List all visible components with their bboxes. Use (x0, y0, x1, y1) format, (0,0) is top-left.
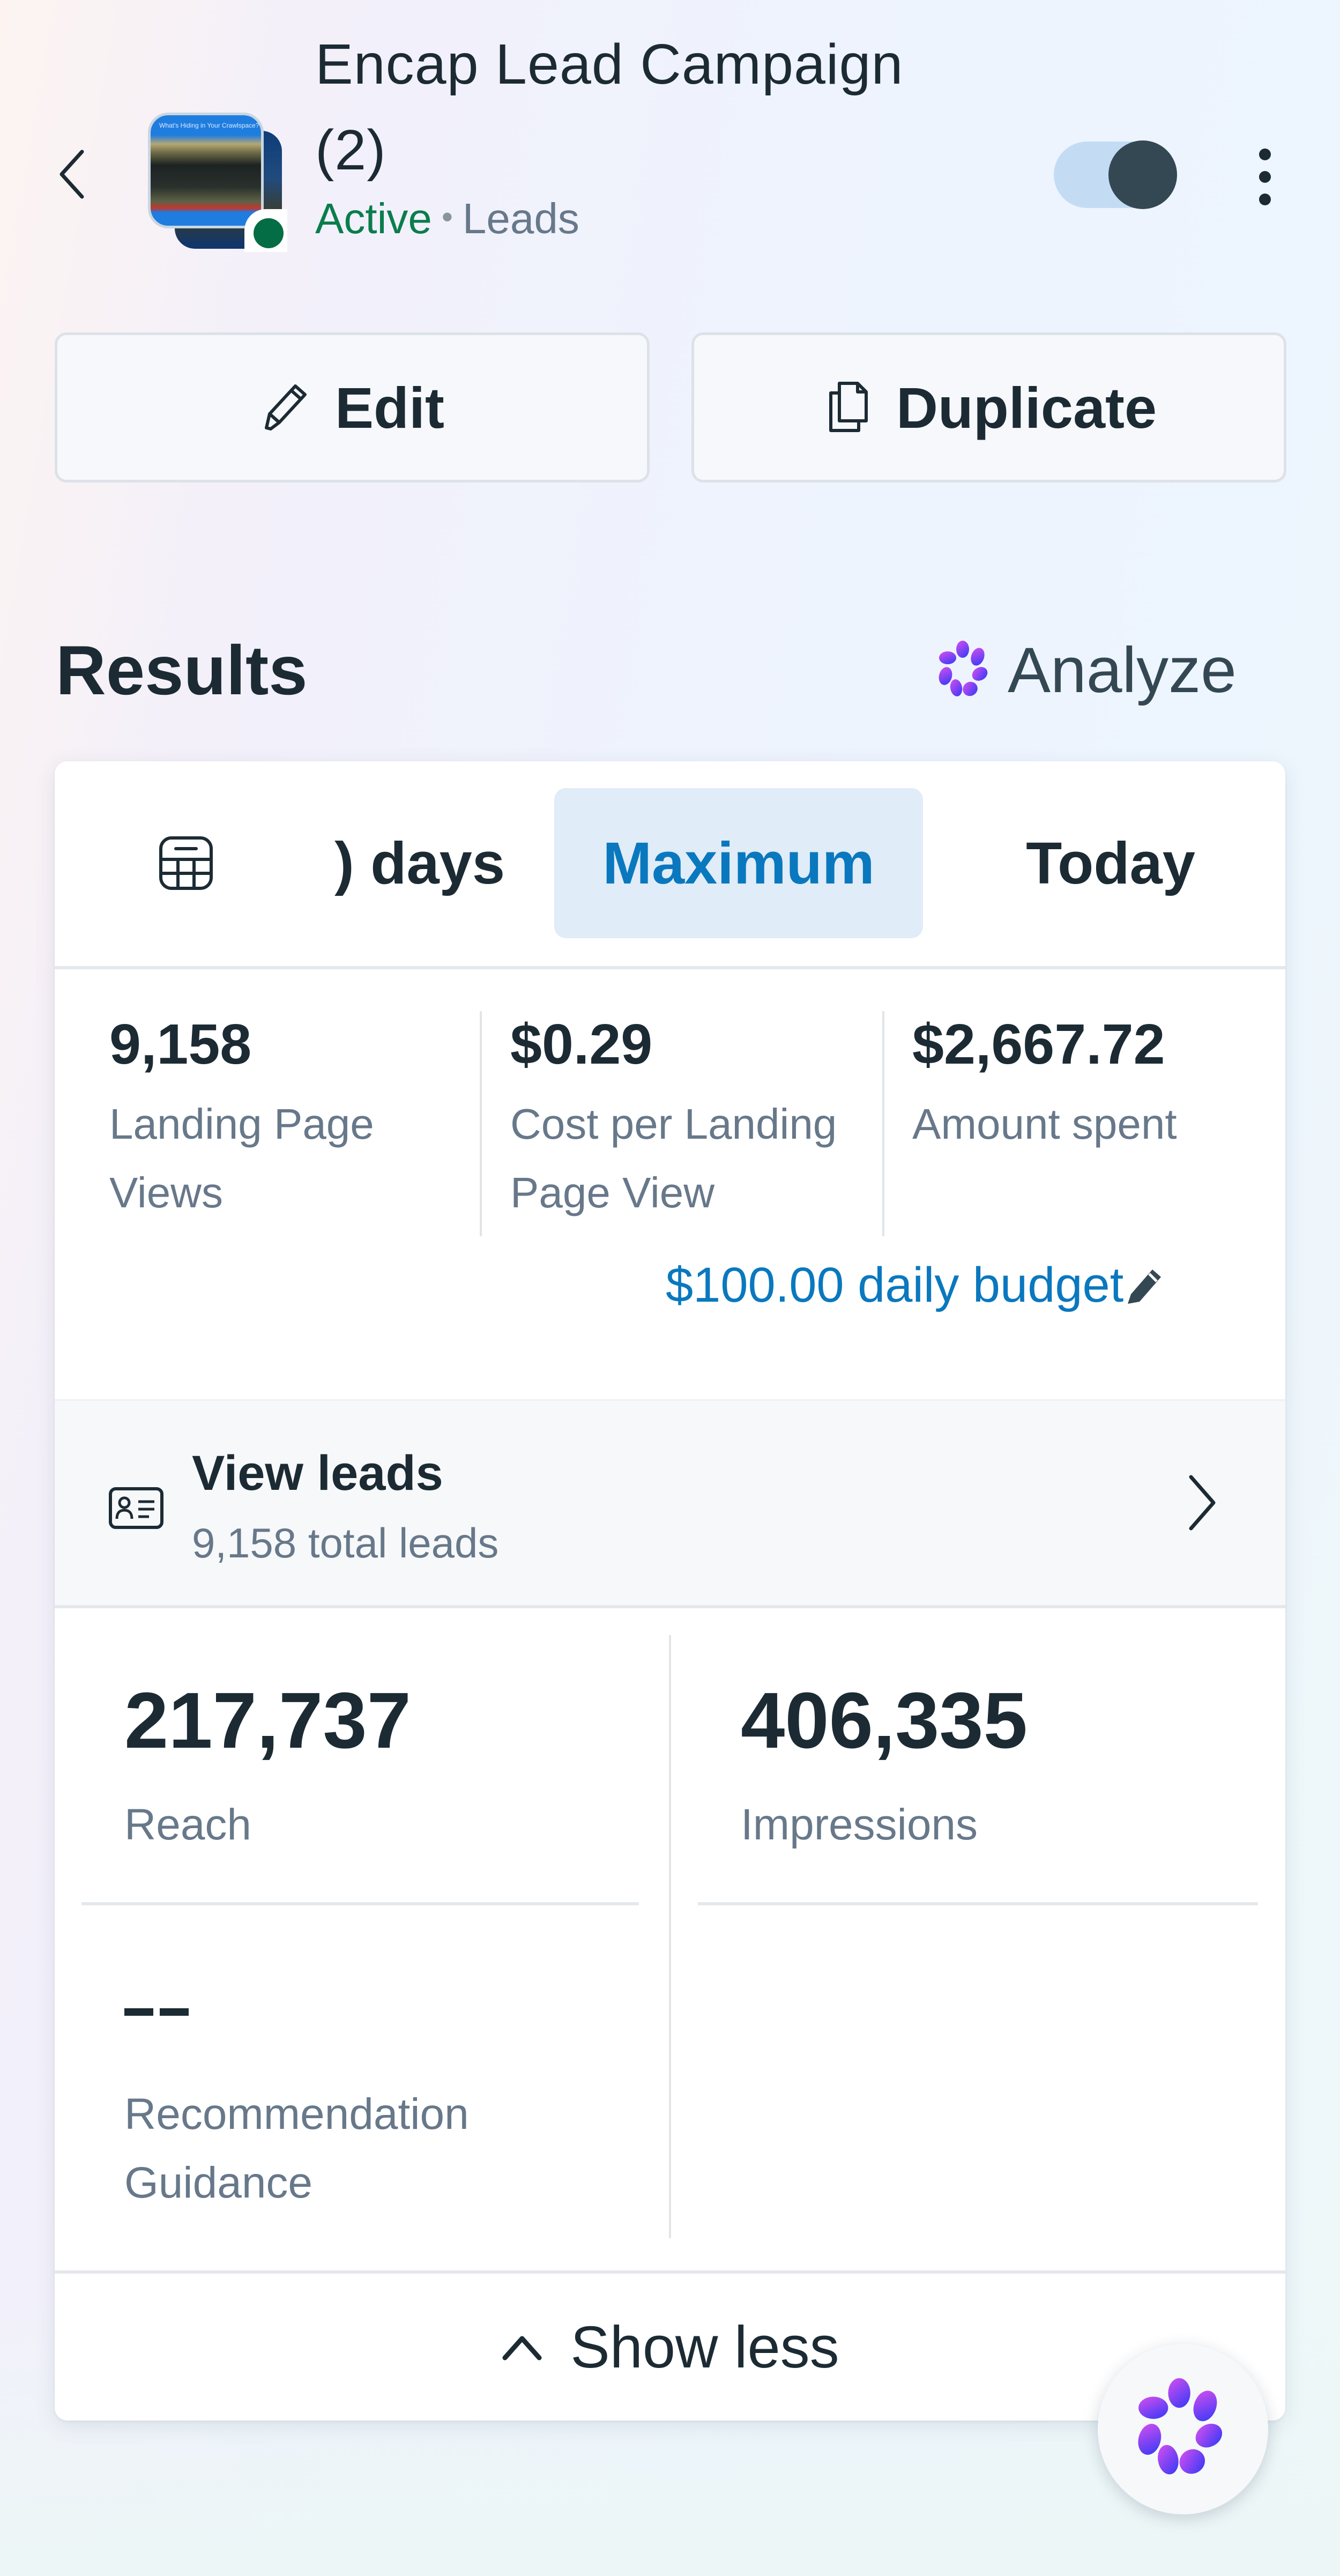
chevron-left-icon (59, 150, 84, 199)
contact-card-icon (109, 1487, 163, 1529)
status-indicator (244, 209, 287, 252)
thumbnail-caption: What's Hiding in Your Crawlspace? (159, 122, 259, 129)
ai-assistant-button[interactable] (1098, 2344, 1268, 2514)
summary-stats: 9,158 Landing Page Views $0.29 Cost per … (55, 969, 1285, 1236)
metric-label: Impressions (741, 1800, 978, 1849)
metric-label: Recommendation Guidance (124, 2090, 469, 2207)
duplicate-label: Duplicate (896, 375, 1157, 440)
metric-impressions: 406,335 Impressions (741, 1673, 1028, 1859)
results-heading: Results (56, 631, 308, 709)
separator-dot: • (441, 199, 453, 235)
analyze-label: Analyze (1008, 634, 1237, 706)
analyze-button[interactable]: Analyze (938, 627, 1237, 713)
calendar-icon (159, 836, 213, 890)
campaign-title: Encap Lead Campaign (2) (315, 33, 904, 182)
divider (669, 1635, 671, 2238)
metric-recommendation-guidance: Recommendation Guidance (124, 1941, 532, 2217)
campaign-active-toggle[interactable] (1054, 140, 1177, 210)
campaign-thumbnail: What's Hiding in Your Crawlspace? (148, 113, 287, 252)
view-leads-title: View leads (192, 1446, 443, 1501)
daily-budget-link[interactable]: $100.00 daily budget (666, 1257, 1166, 1313)
campaign-header: What's Hiding in Your Crawlspace? Encap … (0, 0, 1340, 279)
metric-reach: 217,737 Reach (124, 1673, 411, 1859)
ai-sparkle-icon (1138, 2378, 1223, 2475)
empty-dash (124, 2008, 153, 2016)
metric-label: Reach (124, 1800, 252, 1849)
objective-label: Leads (462, 195, 579, 242)
pencil-icon (265, 384, 307, 430)
stat-value: 9,158 (109, 1013, 252, 1076)
show-less-label: Show less (570, 2314, 839, 2380)
empty-dash (160, 2008, 189, 2016)
duplicate-icon (829, 382, 868, 432)
daily-budget-label: $100.00 daily budget (666, 1258, 1124, 1312)
metric-value: 406,335 (741, 1676, 1028, 1765)
chevron-up-icon (502, 2336, 542, 2360)
ai-sparkle-icon (939, 641, 988, 696)
more-vertical-icon-dot (1259, 194, 1271, 205)
edit-button[interactable]: Edit (55, 332, 650, 482)
date-range-tabs: ) days Maximum Today (55, 761, 1285, 969)
total-leads-count: 9,158 total leads (192, 1519, 499, 1567)
metric-value: 217,737 (124, 1676, 411, 1765)
stat-amount-spent: $2,667.72 Amount spent (912, 1009, 1277, 1159)
view-leads-row[interactable]: View leads 9,158 total leads (55, 1399, 1285, 1608)
metric-value-empty (124, 1941, 532, 2037)
toggle-knob (1108, 140, 1177, 209)
pencil-filled-icon (1128, 1269, 1162, 1304)
tab-days-label: ) days (334, 830, 505, 896)
stat-value: $0.29 (510, 1013, 653, 1076)
divider (882, 1011, 884, 1236)
stat-label: Cost per Landing Page View (510, 1100, 837, 1216)
divider (480, 1011, 482, 1236)
chevron-right-icon (1189, 1475, 1216, 1531)
duplicate-button[interactable]: Duplicate (691, 332, 1286, 482)
divider (698, 1902, 1258, 1905)
more-vertical-icon-dot (1259, 149, 1271, 160)
stat-label: Amount spent (912, 1100, 1177, 1148)
calendar-button[interactable] (157, 834, 215, 893)
tab-days[interactable]: ) days (215, 788, 569, 938)
stat-cost-per-landing-page-view: $0.29 Cost per Landing Page View (510, 1009, 885, 1227)
tab-maximum-label: Maximum (602, 830, 875, 896)
campaign-subtitle: Active • Leads (315, 188, 579, 248)
stat-label: Landing Page Views (109, 1100, 374, 1216)
stat-landing-page-views: 9,158 Landing Page Views (109, 1009, 479, 1227)
more-options-button[interactable] (1244, 145, 1286, 209)
tab-maximum[interactable]: Maximum (554, 788, 923, 938)
status-label: Active (315, 195, 432, 242)
divider (81, 1902, 639, 1905)
tab-today-label: Today (1026, 830, 1195, 896)
thumbnail-image: What's Hiding in Your Crawlspace? (148, 113, 264, 228)
tab-today[interactable]: Today (966, 788, 1255, 938)
stat-value: $2,667.72 (912, 1013, 1165, 1076)
more-vertical-icon-dot (1259, 171, 1271, 183)
metrics-grid: 217,737 Reach 406,335 Impressions Recomm… (55, 1608, 1285, 2238)
active-status-dot (254, 218, 284, 248)
results-card: ) days Maximum Today 9,158 Landing Page … (55, 761, 1285, 2421)
back-button[interactable] (54, 145, 91, 204)
show-less-button[interactable]: Show less (55, 2270, 1285, 2421)
edit-label: Edit (335, 375, 444, 440)
